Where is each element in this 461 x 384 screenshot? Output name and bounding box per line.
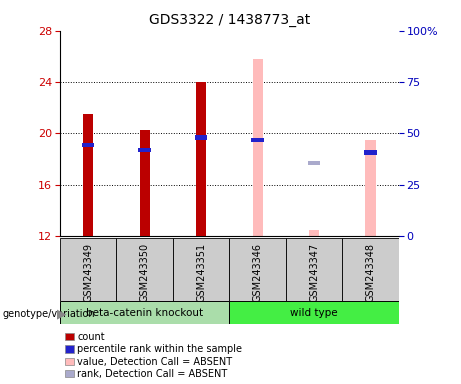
Bar	[60, 238, 116, 301]
Bar	[140, 129, 150, 236]
Bar	[342, 238, 399, 301]
Bar	[195, 135, 207, 139]
Legend: count, percentile rank within the sample, value, Detection Call = ABSENT, rank, : count, percentile rank within the sample…	[65, 332, 242, 379]
Title: GDS3322 / 1438773_at: GDS3322 / 1438773_at	[149, 13, 310, 27]
Bar	[308, 161, 320, 165]
Text: beta-catenin knockout: beta-catenin knockout	[86, 308, 203, 318]
Bar	[83, 114, 93, 236]
Bar	[229, 301, 399, 324]
Bar	[82, 143, 95, 147]
Bar	[173, 238, 229, 301]
Bar	[286, 238, 342, 301]
Text: ▶: ▶	[57, 307, 66, 320]
Bar	[251, 137, 264, 142]
Bar	[138, 148, 151, 152]
Bar	[366, 140, 376, 236]
Text: GSM243348: GSM243348	[366, 243, 376, 302]
Text: GSM243349: GSM243349	[83, 243, 93, 302]
Text: GSM243351: GSM243351	[196, 243, 206, 302]
Text: GSM243350: GSM243350	[140, 243, 150, 302]
Text: wild type: wild type	[290, 308, 338, 318]
Bar	[60, 301, 229, 324]
Text: GSM243347: GSM243347	[309, 243, 319, 302]
Bar	[364, 151, 377, 155]
Text: GSM243346: GSM243346	[253, 243, 263, 302]
Bar	[116, 238, 173, 301]
Bar	[309, 230, 319, 236]
Bar	[229, 238, 286, 301]
Bar	[253, 59, 263, 236]
Bar	[196, 82, 206, 236]
Text: genotype/variation: genotype/variation	[2, 309, 95, 319]
